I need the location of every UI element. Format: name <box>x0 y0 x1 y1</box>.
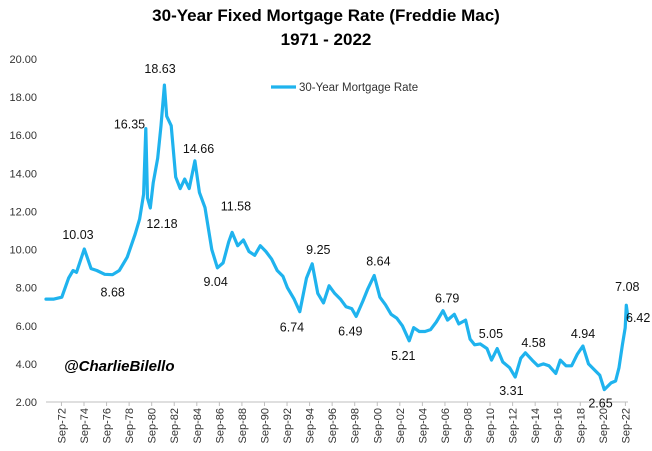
x-tick-label: Sep-06 <box>440 408 452 443</box>
x-tick-label: Sep-80 <box>147 408 159 443</box>
x-tick-label: Sep-86 <box>214 408 226 443</box>
x-tick-label: Sep-16 <box>553 408 565 443</box>
data-label: 6.74 <box>280 321 304 335</box>
data-label: 14.66 <box>183 142 214 156</box>
x-tick-label: Sep-14 <box>530 408 542 443</box>
data-label: 6.42 <box>626 311 650 325</box>
x-tick-label: Sep-02 <box>395 408 407 443</box>
data-label: 16.35 <box>114 118 145 132</box>
data-label: 4.58 <box>521 336 545 350</box>
y-tick-label: 14.00 <box>9 168 37 180</box>
x-tick-label: Sep-82 <box>169 408 181 443</box>
x-tick-label: Sep-78 <box>124 408 136 443</box>
x-tick-label: Sep-08 <box>462 408 474 443</box>
x-tick-label: Sep-72 <box>56 408 68 443</box>
data-label: 8.64 <box>366 254 390 268</box>
y-tick-label: 8.00 <box>16 283 37 295</box>
x-tick-label: Sep-98 <box>350 408 362 443</box>
y-tick-label: 4.00 <box>16 359 37 371</box>
data-label: 2.65 <box>588 397 612 411</box>
y-tick-label: 18.00 <box>9 92 37 104</box>
y-tick-label: 6.00 <box>16 321 37 333</box>
data-label: 10.03 <box>62 228 93 242</box>
x-tick-label: Sep-96 <box>327 408 339 443</box>
x-tick-label: Sep-94 <box>305 408 317 443</box>
chart-subtitle: 1971 - 2022 <box>280 30 372 49</box>
legend-label: 30-Year Mortgage Rate <box>299 82 418 94</box>
x-tick-label: Sep-10 <box>485 408 497 443</box>
series-line <box>44 83 630 392</box>
data-label: 9.25 <box>306 243 330 257</box>
data-label: 7.08 <box>615 280 639 294</box>
data-label: 5.05 <box>479 327 503 341</box>
data-label: 5.21 <box>391 349 415 363</box>
data-label: 9.04 <box>203 275 227 289</box>
data-label: 3.31 <box>499 384 523 398</box>
x-tick-label: Sep-18 <box>575 408 587 443</box>
x-tick-label: Sep-76 <box>102 408 114 443</box>
x-tick-label: Sep-00 <box>372 408 384 443</box>
author-handle: @CharlieBilello <box>64 358 175 375</box>
x-tick-label: Sep-04 <box>417 408 429 443</box>
data-label: 11.58 <box>221 199 251 213</box>
y-tick-label: 2.00 <box>16 397 37 409</box>
x-tick-label: Sep-92 <box>282 408 294 443</box>
y-tick-label: 16.00 <box>9 130 37 142</box>
chart-title: 30-Year Fixed Mortgage Rate (Freddie Mac… <box>152 6 500 25</box>
y-tick-label: 12.00 <box>9 206 37 218</box>
data-label: 12.18 <box>146 217 177 231</box>
x-tick-label: Sep-90 <box>259 408 271 443</box>
data-label: 6.49 <box>338 324 362 338</box>
data-label: 4.94 <box>571 327 595 341</box>
x-tick-label: Sep-12 <box>508 408 520 443</box>
x-tick-label: Sep-22 <box>620 408 632 443</box>
y-tick-label: 10.00 <box>9 245 37 257</box>
x-tick-label: Sep-20 <box>598 408 610 443</box>
x-tick-label: Sep-74 <box>79 408 91 443</box>
legend: 30-Year Mortgage Rate <box>271 82 418 94</box>
data-label: 8.68 <box>101 286 125 300</box>
data-label: 18.63 <box>144 62 175 76</box>
y-tick-label: 20.00 <box>9 54 37 66</box>
data-label: 6.79 <box>435 292 459 306</box>
x-tick-label: Sep-88 <box>237 408 249 443</box>
x-tick-label: Sep-84 <box>192 408 204 443</box>
